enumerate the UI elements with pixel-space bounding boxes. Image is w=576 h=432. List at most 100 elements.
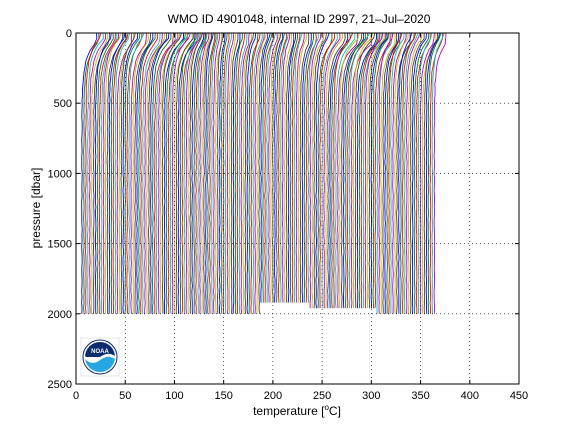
- profile-line: [226, 33, 234, 314]
- profile-line: [433, 33, 447, 314]
- profile-line: [100, 33, 118, 314]
- profile-line: [89, 33, 107, 314]
- profile-line: [372, 33, 390, 309]
- profile-line: [126, 33, 143, 314]
- noaa-logo: NOAA: [80, 337, 120, 377]
- profile-line: [270, 33, 280, 303]
- profile-line: [260, 33, 271, 303]
- profile-line: [406, 33, 421, 314]
- profile-line: [301, 33, 312, 303]
- profile-line: [329, 33, 349, 309]
- profile-line: [264, 33, 275, 303]
- profile-line: [384, 33, 400, 314]
- profile-line: [177, 33, 196, 314]
- profile-line: [91, 33, 108, 314]
- profile-line: [323, 33, 341, 309]
- x-tick-label: 450: [510, 390, 528, 402]
- profile-line: [386, 33, 401, 314]
- plot-frame: [75, 32, 520, 385]
- x-axis-label-unit: C]: [329, 404, 341, 418]
- profile-line: [352, 33, 374, 309]
- profile-line: [140, 33, 158, 314]
- profile-line: [364, 33, 384, 309]
- profile-line: [417, 33, 433, 314]
- profile-line: [110, 33, 127, 314]
- profile-line: [215, 33, 222, 314]
- profile-line: [331, 33, 351, 309]
- profile-line: [317, 33, 333, 309]
- profile-line: [274, 33, 284, 303]
- x-tick-label: 300: [362, 390, 380, 402]
- profile-line: [370, 33, 388, 309]
- profile-line: [429, 33, 444, 314]
- profile-line: [402, 33, 417, 314]
- profile-line: [394, 33, 409, 314]
- profile-line: [368, 33, 387, 309]
- profile-line: [195, 33, 207, 314]
- profile-line: [244, 33, 255, 314]
- profile-line: [81, 33, 98, 314]
- profile-line: [321, 33, 338, 309]
- profile-line: [230, 33, 239, 314]
- profile-line: [309, 33, 322, 309]
- profile-line: [362, 33, 382, 309]
- profile-line: [303, 33, 314, 303]
- profile-line: [138, 33, 156, 314]
- profile-line: [360, 33, 381, 309]
- profile-line: [289, 33, 299, 303]
- profile-line: [335, 33, 356, 309]
- profile-line: [144, 33, 163, 314]
- profile-line: [366, 33, 385, 309]
- profile-line: [354, 33, 376, 309]
- profile-line: [240, 33, 250, 314]
- profile-line: [85, 33, 102, 314]
- profile-line: [282, 33, 291, 303]
- profile-line: [238, 33, 248, 314]
- profile-line: [189, 33, 204, 314]
- profile-line: [205, 33, 214, 314]
- x-tick-label: 50: [119, 390, 131, 402]
- profile-line: [181, 33, 199, 314]
- x-tick-label: 100: [165, 390, 183, 402]
- profile-line: [325, 33, 343, 309]
- profile-line: [201, 33, 211, 314]
- profile-lines: [81, 33, 447, 314]
- profile-line: [102, 33, 120, 314]
- profile-line: [374, 33, 391, 309]
- profile-line: [305, 33, 317, 303]
- profile-line: [92, 33, 110, 314]
- profile-line: [228, 33, 236, 314]
- profile-line: [220, 33, 228, 314]
- profile-line: [278, 33, 287, 303]
- profile-line: [106, 33, 123, 314]
- profile-line: [348, 33, 371, 309]
- profile-line: [350, 33, 373, 309]
- profile-line: [425, 33, 440, 314]
- profile-line: [398, 33, 413, 314]
- profile-line: [413, 33, 430, 314]
- profile-line: [98, 33, 116, 314]
- profile-line: [337, 33, 359, 309]
- profile-line: [185, 33, 201, 314]
- logo-sea: [85, 356, 115, 372]
- profile-line: [297, 33, 307, 303]
- profile-line: [315, 33, 330, 309]
- profile-line: [339, 33, 360, 309]
- profile-line: [343, 33, 365, 309]
- profile-line: [256, 33, 267, 314]
- profile-line: [116, 33, 133, 314]
- profile-line: [207, 33, 216, 314]
- profile-line: [197, 33, 208, 314]
- profile-line: [291, 33, 301, 303]
- profile-line: [248, 33, 259, 314]
- profile-line: [108, 33, 125, 314]
- y-tick-label: 2000: [48, 309, 72, 321]
- y-tick-label: 500: [54, 98, 72, 110]
- logo-sky: [85, 342, 115, 357]
- x-axis-label-text: temperature [: [253, 404, 325, 418]
- profile-line: [246, 33, 257, 314]
- profile-line: [345, 33, 367, 309]
- profile-line: [358, 33, 379, 309]
- profile-line: [120, 33, 136, 314]
- profile-line: [146, 33, 166, 314]
